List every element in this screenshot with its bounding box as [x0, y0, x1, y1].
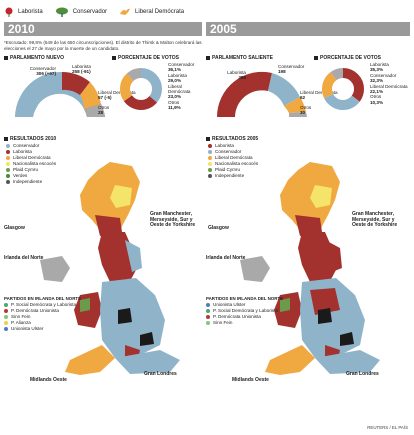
map-label-midlands-2005: Midlands Oeste — [232, 377, 269, 383]
seats-semicircle-2005 — [216, 71, 307, 117]
seats-total-2005: ESCAÑOS 646 — [245, 106, 269, 117]
parliament-title-2010: PARLAMENTO NUEVO — [4, 55, 64, 61]
map-label-irlanda-2010: Irlanda del Norte — [4, 255, 44, 261]
bird-icon — [120, 8, 131, 15]
ni-legend-2010: PARTIDOS EN IRLANDA DEL NORTE P. Social … — [4, 296, 81, 331]
map-label-glasgow-2005: Glasgow — [208, 225, 229, 231]
results-title-2010: RESULTADOS 2010 — [4, 136, 56, 142]
results-legend-2010: Conservador Laborista Liberal Demócrata … — [6, 143, 56, 185]
parliament-title-2005: PARLAMENTO SALIENTE — [206, 55, 273, 61]
seat-label-otros-2010: Otros 28 — [98, 105, 110, 116]
seat-label-otros-2005: Otros 30 — [300, 105, 312, 116]
ni-legend-2005: PARTIDOS EN IRLANDA DEL NORTE Unionista … — [206, 296, 283, 325]
votes-list-2005: Laborista 35,3% Conservador 32,3% Liberal … — [370, 62, 408, 105]
uk-map-2005 — [240, 162, 380, 375]
seat-label-laborista-2010: Laborista 258 (-91) — [72, 64, 91, 75]
map-label-manchester-2010: Gran Manchester, Merseyside, Sur y Oeste… — [150, 211, 196, 229]
legend-liberal: Liberal Demócrata — [119, 7, 184, 17]
map-label-glasgow-2010: Glasgow — [4, 225, 25, 231]
uk-map-2010 — [40, 162, 180, 375]
source-credit: REUTERS / EL PAÍS — [367, 425, 408, 430]
seat-label-conservador-2010: Conservador 306 (+97) — [29, 66, 56, 77]
seat-label-conservador-2005: Conservador 198 — [278, 64, 305, 75]
year-2005-header: 2005 — [206, 22, 410, 36]
results-legend-2005: Laborista Conservador Liberal Demócrata … — [208, 143, 258, 179]
year-2010-header: 2010 — [4, 22, 202, 36]
legend-laborista: Laborista — [4, 7, 43, 17]
seat-label-liberal-2010: Liberal Demócrata 57 (-5) — [98, 90, 136, 101]
map-label-londres-2010: Gran Londres — [144, 371, 177, 377]
party-legend-header: Laborista Conservador Liberal Demócrata — [4, 4, 196, 20]
results-title-2005: RESULTADOS 2005 — [206, 136, 258, 142]
rose-icon — [5, 7, 13, 17]
votes-donut-2005 — [322, 68, 364, 110]
seats-total-2010: ESCAÑOS 650 (*) — [43, 106, 67, 117]
map-label-irlanda-2005: Irlanda del Norte — [206, 255, 246, 261]
note-2010: *Escrutado: 99,8% (649 de las 650 circun… — [4, 40, 202, 51]
seat-label-liberal-2005: Liberal Demócrata 62 — [300, 90, 338, 101]
votes-list-2010: Conservador 36,1% Laborista 29,0% Liberal … — [168, 62, 195, 111]
seats-semicircle-2010 — [15, 71, 105, 117]
votes-donut-2010 — [120, 68, 162, 110]
map-label-midlands-2010: Midlands Oeste — [30, 377, 67, 383]
map-label-manchester-2005: Gran Manchester, Merseyside, Sur y Oeste… — [352, 211, 398, 229]
votes-title-2005: PORCENTAJE DE VOTOS — [314, 55, 381, 61]
seat-label-laborista-2005: Laborista 356 — [227, 70, 246, 81]
votes-title-2010: PORCENTAJE DE VOTOS — [112, 55, 179, 61]
map-label-londres-2005: Gran Londres — [346, 371, 379, 377]
legend-conservador: Conservador — [55, 7, 107, 17]
tree-icon — [55, 7, 68, 17]
